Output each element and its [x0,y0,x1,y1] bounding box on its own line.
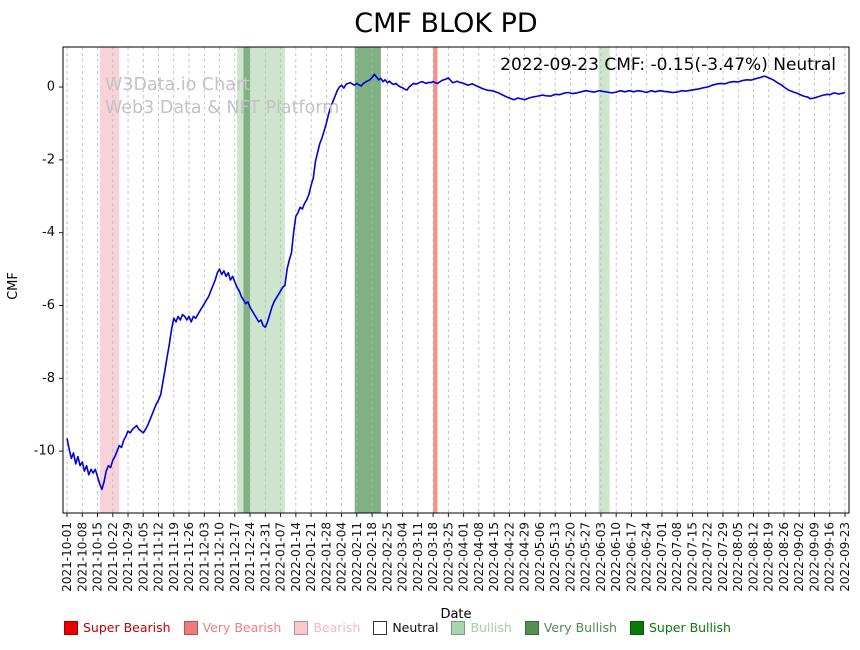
legend-label: Very Bullish [543,620,617,635]
x-tick-label: 2021-11-05 [136,522,150,592]
x-tick-label: 2022-07-15 [685,522,699,592]
x-tick-label: 2022-07-29 [716,522,730,592]
legend-swatch-very-bullish [524,620,539,635]
legend-swatch-very-bearish [183,620,198,635]
x-tick-label: 2021-10-22 [106,522,120,592]
x-tick-label: 2021-11-26 [182,522,196,592]
signal-band-very_bullish [243,47,250,513]
x-tick-label: 2022-04-29 [518,522,532,592]
legend-item-bearish: Bearish [294,620,360,635]
x-tick-label: 2022-03-04 [396,522,410,592]
x-tick-label: 2022-09-16 [823,522,837,592]
y-tick-label: -8 [42,371,55,386]
y-tick-label: -10 [34,444,55,459]
x-tick-label: 2022-09-09 [807,522,821,592]
legend-label: Neutral [392,620,439,635]
legend-item-super-bearish: Super Bearish [64,620,171,635]
x-tick-label: 2022-03-25 [441,522,455,592]
x-tick-label: 2022-08-05 [731,522,745,592]
x-tick-label: 2022-08-19 [762,522,776,592]
signal-band-very_bullish [354,47,381,513]
legend-item-very-bearish: Very Bearish [183,620,282,635]
x-tick-label: 2022-05-27 [579,522,593,592]
x-tick-label: 2022-02-18 [365,522,379,592]
signal-band-bullish [598,47,610,513]
legend-item-very-bullish: Very Bullish [524,620,617,635]
x-tick-label: 2022-07-22 [701,522,715,592]
legend-label: Super Bearish [83,620,171,635]
x-tick-label: 2022-06-17 [624,522,638,592]
x-tick-label: 2021-11-12 [152,522,166,592]
watermark-line2: Web3 Data & NFT Platform [105,98,339,118]
x-tick-label: 2022-09-02 [792,522,806,592]
legend-swatch-super-bullish [629,620,644,635]
last-value-annotation: 2022-09-23 CMF: -0.15(-3.47%) Neutral [500,55,836,75]
x-tick-label: 2022-01-28 [319,522,333,592]
x-tick-label: 2022-06-03 [594,522,608,592]
legend-label: Bullish [470,620,512,635]
x-tick-label: 2022-06-10 [609,522,623,592]
x-tick-label: 2022-07-08 [670,522,684,592]
legend-swatch-bearish [294,620,309,635]
x-tick-label: 2021-12-17 [228,522,242,592]
x-tick-label: 2022-03-18 [426,522,440,592]
plot-area: 2021-10-01 2021-10-08 2021-10-15 2021-10-22… [34,46,852,592]
x-tick-label: 2022-03-11 [411,522,425,592]
watermark-line1: W3Data.io Chart [105,75,250,95]
x-tick-label: 2021-10-01 [60,522,74,592]
x-tick-label: 2021-11-19 [167,522,181,592]
x-tick-label: 2022-02-04 [335,522,349,592]
chart-title: CMF BLOK PD [354,8,537,39]
y-tick-label: 0 [47,80,55,95]
x-tick-label: 2022-07-01 [655,522,669,592]
x-tick-label: 2021-12-24 [243,522,257,592]
x-tick-label: 2022-08-12 [746,522,760,592]
x-tick-label: 2022-02-25 [380,522,394,592]
x-tick-label: 2022-04-15 [487,522,501,592]
x-tick-label: 2022-05-06 [533,522,547,592]
y-tick-label: -6 [42,298,55,313]
x-tick-label: 2022-01-21 [304,522,318,592]
x-tick-label: 2022-04-01 [457,522,471,592]
legend-swatch-bullish [451,620,466,635]
x-tick-label: 2021-12-03 [197,522,211,592]
x-tick-label: 2022-04-22 [502,522,516,592]
x-tick-label: 2022-01-07 [274,522,288,592]
x-tick-label: 2022-06-24 [640,522,654,592]
legend: Super Bearish Very Bearish Bearish Neutral B… [64,620,731,635]
plot-border [62,46,850,514]
cmf-line [66,73,846,491]
x-tick-label: 2021-12-31 [258,522,272,592]
x-tick-label: 2022-02-11 [350,522,364,592]
x-tick-label: 2022-04-08 [472,522,486,592]
x-tick-label: 2022-09-23 [838,522,852,592]
legend-label: Super Bullish [648,620,731,635]
signal-band-very_bearish [433,47,438,513]
legend-label: Very Bearish [202,620,282,635]
legend-item-bullish: Bullish [451,620,512,635]
x-tick-label: 2022-08-26 [777,522,791,592]
legend-item-super-bullish: Super Bullish [629,620,731,635]
x-tick-label: 2022-01-14 [289,522,303,592]
x-tick-label: 2022-05-20 [563,522,577,592]
y-tick-label: -4 [42,225,55,240]
x-tick-label: 2021-10-15 [91,522,105,592]
x-tick-label: 2021-10-29 [121,522,135,592]
legend-swatch-super-bearish [64,620,78,635]
x-tick-label: 2022-05-13 [548,522,562,592]
y-axis-label: CMF [6,272,21,300]
signal-band-bearish [99,47,120,513]
x-tick-label: 2021-12-10 [213,522,227,592]
y-tick-label: -2 [42,152,55,167]
x-axis-label: Date [440,607,471,622]
legend-item-neutral: Neutral [373,620,438,635]
x-tick-label: 2021-10-08 [75,522,89,592]
legend-swatch-neutral [373,620,388,635]
legend-label: Bearish [313,620,361,635]
